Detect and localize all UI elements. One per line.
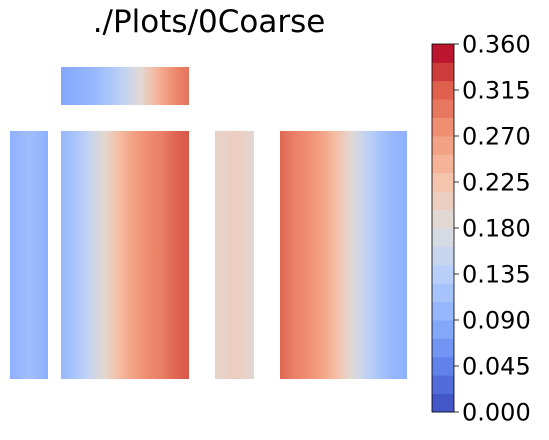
colorbar-level bbox=[432, 154, 454, 174]
colorbar-tick-label: 0.270 bbox=[462, 123, 531, 151]
colorbar-level bbox=[432, 209, 454, 229]
colorbar-level bbox=[432, 283, 454, 302]
colorbar-tick-label: 0.090 bbox=[462, 307, 531, 335]
colorbar-level bbox=[432, 264, 454, 284]
chart-title: ./Plots/0Coarse bbox=[92, 4, 326, 40]
colorbar-level bbox=[432, 338, 454, 358]
colorbar-level bbox=[432, 393, 454, 413]
colorbar-tick-label: 0.225 bbox=[462, 169, 531, 197]
heatmap-panel-middle-narrow-column bbox=[215, 131, 254, 379]
heatmap-panel-left-narrow-column bbox=[10, 131, 48, 379]
colorbar-tick-label: 0.000 bbox=[462, 399, 531, 427]
colorbar-tick-label: 0.135 bbox=[462, 261, 531, 289]
heatmap-panel-large-column-right bbox=[280, 131, 407, 379]
heatmap-panel-top-strip bbox=[61, 67, 189, 105]
colorbar-level bbox=[432, 62, 454, 82]
colorbar-level bbox=[432, 136, 454, 155]
colorbar-level bbox=[432, 356, 454, 376]
colorbar-level bbox=[432, 80, 454, 100]
colorbar-level bbox=[432, 99, 454, 118]
colorbar-tick-label: 0.315 bbox=[462, 77, 531, 105]
colorbar-level bbox=[432, 375, 454, 394]
colorbar-tick-label: 0.180 bbox=[462, 215, 531, 243]
colorbar: 0.000 0.045 0.090 0.135 0.180 0.225 0.270 0.315… bbox=[431, 31, 531, 427]
colorbar-level bbox=[432, 301, 454, 321]
colorbar-level bbox=[432, 191, 454, 210]
colorbar-level bbox=[432, 44, 454, 63]
panels-layer bbox=[10, 67, 407, 379]
colorbar-level bbox=[432, 246, 454, 266]
colorbar-level bbox=[432, 117, 454, 137]
heatmap-panel-large-column-left bbox=[61, 131, 189, 379]
colorbar-level bbox=[432, 320, 454, 339]
colorbar-tick-label: 0.045 bbox=[462, 353, 531, 381]
colorbar-level bbox=[432, 228, 454, 247]
colorbar-level bbox=[432, 172, 454, 192]
colorbar-tick-label: 0.360 bbox=[462, 31, 531, 59]
